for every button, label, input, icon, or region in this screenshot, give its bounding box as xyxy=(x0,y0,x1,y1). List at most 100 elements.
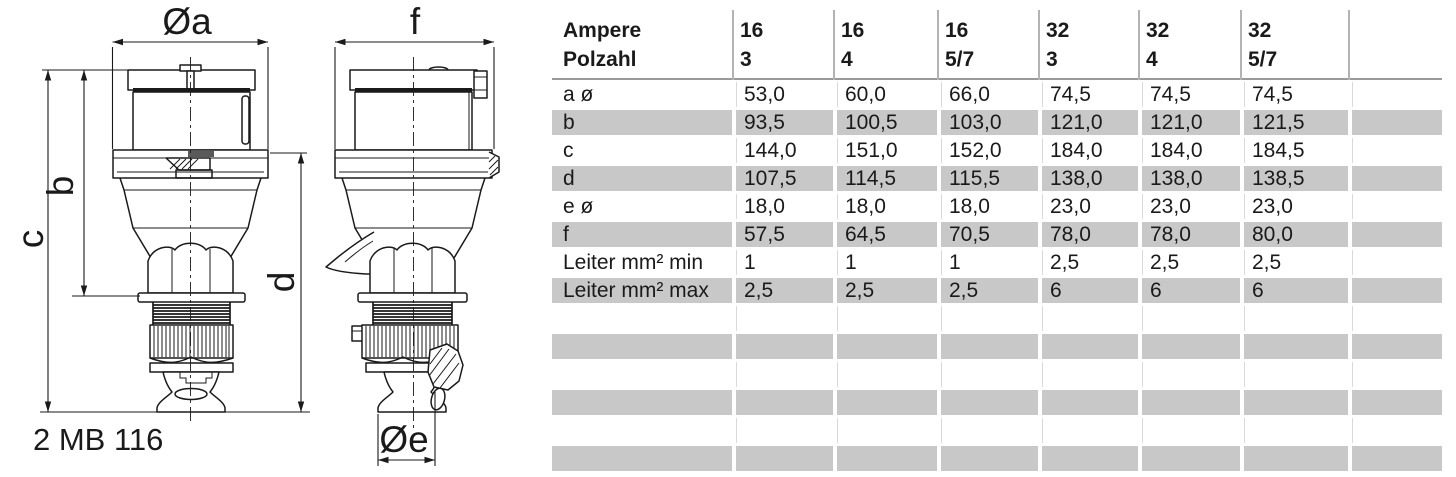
value-cell: 144,0 xyxy=(732,138,833,163)
table-row: c 144,0 151,0 152,0 184,0 184,0 184,5 xyxy=(552,138,1442,163)
empty-cell xyxy=(1348,390,1442,415)
empty-cell xyxy=(937,334,1038,359)
empty-cell xyxy=(732,418,833,443)
dim-label-f: f xyxy=(410,1,421,42)
header-ampere-label: Ampere xyxy=(563,19,642,42)
dim-label-d: d xyxy=(261,272,302,293)
empty-cell xyxy=(1038,306,1138,331)
empty-cell xyxy=(833,418,937,443)
dim-label-e: Øe xyxy=(379,419,428,460)
empty-cell xyxy=(1038,362,1138,387)
front-body xyxy=(132,91,251,151)
value-cell: 1 xyxy=(937,250,1038,275)
value-cell: 1 xyxy=(833,250,937,275)
header-column-cell: 16 5/7 xyxy=(937,0,1038,80)
header-ampere-value: 32 xyxy=(1146,19,1170,42)
row-label-cell: e ø xyxy=(563,195,594,218)
header-row-label-cell: Ampere Polzahl xyxy=(552,0,732,78)
side-lever xyxy=(325,231,375,275)
empty-table-row xyxy=(552,334,1442,359)
empty-cell xyxy=(1038,334,1138,359)
empty-cell xyxy=(1240,418,1348,443)
header-ampere-value: 16 xyxy=(740,19,764,42)
value-cell: 6 xyxy=(1138,278,1240,303)
table-row: Leiter mm² min 1 1 1 2,5 2,5 2,5 xyxy=(552,250,1442,275)
header-polzahl-value: 3 xyxy=(740,48,752,71)
empty-cell xyxy=(1240,306,1348,331)
value-cell: 184,5 xyxy=(1240,138,1348,163)
row-label-cell: d xyxy=(552,166,732,191)
empty-cell xyxy=(1138,306,1240,331)
value-cell: 23,0 xyxy=(1240,194,1348,219)
value-cell: 18,0 xyxy=(937,194,1038,219)
value-cell: 107,5 xyxy=(732,166,833,191)
header-column-cell: 32 4 xyxy=(1138,0,1240,80)
value-cell: 78,0 xyxy=(1038,222,1138,247)
trailing-empty-cell xyxy=(1348,138,1442,163)
header-ampere-value: 16 xyxy=(945,19,969,42)
header-polzahl-value: 5/7 xyxy=(945,48,975,71)
value-cell: 57,5 xyxy=(732,222,833,247)
value-cell: 184,0 xyxy=(1038,138,1138,163)
value-cell: 151,0 xyxy=(833,138,937,163)
table-row: a ø 53,0 60,0 66,0 74,5 74,5 74,5 xyxy=(552,82,1442,107)
empty-cell xyxy=(552,418,732,443)
header-ampere-value: 32 xyxy=(1046,19,1070,42)
empty-cell xyxy=(1038,418,1138,443)
table-row: d 107,5 114,5 115,5 138,0 138,0 138,5 xyxy=(552,166,1442,191)
header-column-cell: 16 4 xyxy=(833,0,937,80)
empty-cell xyxy=(833,362,937,387)
value-cell: 64,5 xyxy=(833,222,937,247)
empty-cell xyxy=(1348,418,1442,443)
empty-cell xyxy=(1038,446,1138,471)
empty-cell xyxy=(1348,306,1442,331)
side-view xyxy=(325,57,500,430)
empty-table-row xyxy=(552,390,1442,415)
trailing-empty-cell xyxy=(1348,222,1442,247)
row-label-cell: a ø xyxy=(563,83,594,106)
trailing-empty-cell xyxy=(1348,250,1442,275)
empty-cell xyxy=(1348,446,1442,471)
empty-cell xyxy=(937,446,1038,471)
value-cell: 6 xyxy=(1038,278,1138,303)
table-row: b 93,5 100,5 103,0 121,0 121,0 121,5 xyxy=(552,110,1442,135)
empty-table-row xyxy=(552,446,1442,471)
empty-cell xyxy=(732,306,833,331)
empty-cell xyxy=(1138,334,1240,359)
value-cell: 18,0 xyxy=(732,194,833,219)
empty-cell xyxy=(732,390,833,415)
header-column-cell: 32 3 xyxy=(1038,0,1138,80)
empty-cell xyxy=(552,390,732,415)
value-cell: 2,5 xyxy=(1038,250,1138,275)
value-cell: 121,5 xyxy=(1240,110,1348,135)
empty-cell xyxy=(552,334,732,359)
dim-label-b: b xyxy=(40,176,81,197)
side-grip xyxy=(369,242,456,294)
header-column-cell: 16 3 xyxy=(732,0,833,80)
value-cell: 23,0 xyxy=(1038,194,1138,219)
value-cell: 53,0 xyxy=(732,82,833,107)
dim-label-a: Øa xyxy=(162,1,212,42)
empty-cell xyxy=(833,390,937,415)
header-polzahl-value: 3 xyxy=(1046,48,1058,71)
empty-cell xyxy=(732,446,833,471)
empty-cell xyxy=(1240,390,1348,415)
value-cell: 60,0 xyxy=(833,82,937,107)
header-column-cell: 32 5/7 xyxy=(1240,0,1348,80)
empty-cell xyxy=(1038,390,1138,415)
value-cell: 23,0 xyxy=(1138,194,1240,219)
value-cell: 70,5 xyxy=(937,222,1038,247)
empty-cell xyxy=(1138,418,1240,443)
value-cell: 152,0 xyxy=(937,138,1038,163)
dim-label-c: c xyxy=(10,230,51,249)
value-cell: 121,0 xyxy=(1138,110,1240,135)
value-cell: 121,0 xyxy=(1038,110,1138,135)
empty-cell xyxy=(937,306,1038,331)
empty-cell xyxy=(1240,446,1348,471)
empty-cell xyxy=(937,418,1038,443)
value-cell: 114,5 xyxy=(833,166,937,191)
empty-cell xyxy=(1138,446,1240,471)
value-cell: 78,0 xyxy=(1138,222,1240,247)
trailing-empty-cell xyxy=(1348,278,1442,303)
table-header: Ampere Polzahl 16 3 16 4 16 5/7 32 3 32 4 32 5/7 xyxy=(552,0,1442,80)
